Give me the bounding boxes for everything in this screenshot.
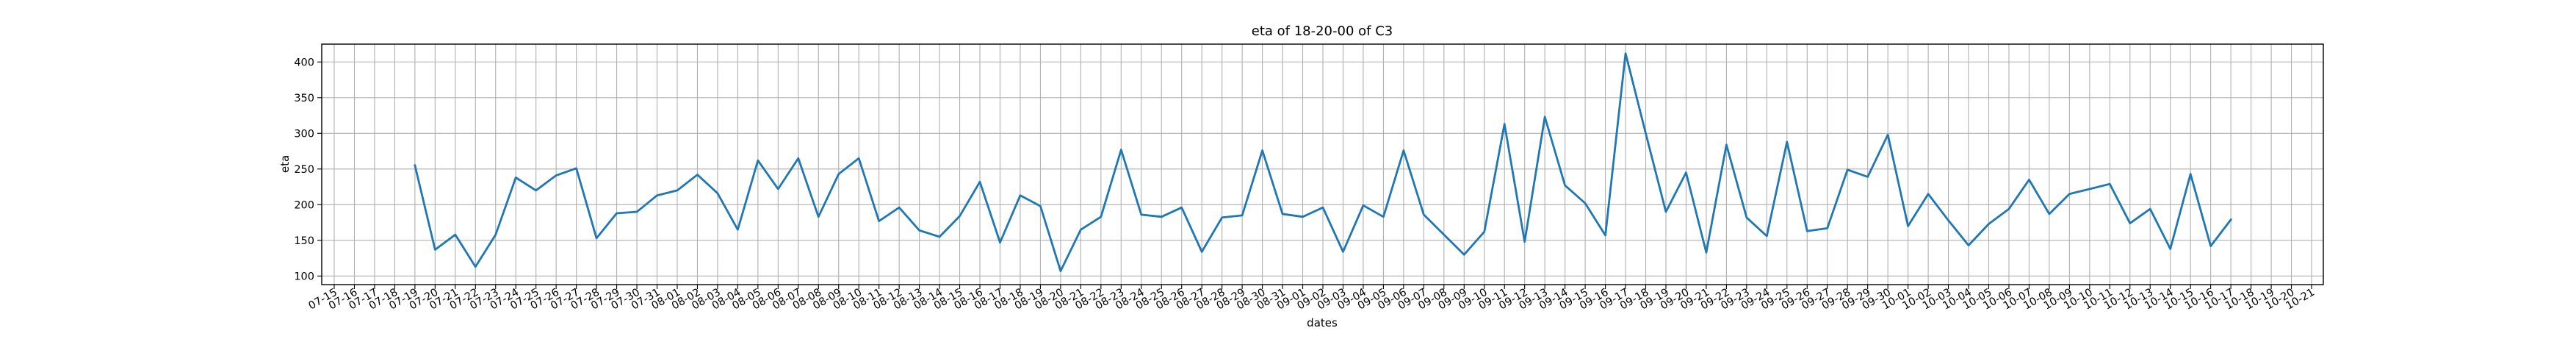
y-tick-label: 250 [294, 164, 314, 176]
y-tick-label: 400 [294, 57, 314, 68]
x-axis-label: dates [1307, 316, 1338, 329]
y-axis-label: eta [278, 155, 292, 173]
series-layer [414, 52, 2233, 272]
y-tick-label: 300 [294, 128, 314, 140]
y-tick-label: 150 [294, 235, 314, 247]
y-tick-label: 350 [294, 93, 314, 104]
grid [322, 44, 2323, 285]
plot-frame [321, 43, 2324, 285]
series-line [414, 52, 2233, 272]
chart-title: eta of 18-20-00 of C3 [1252, 24, 1393, 39]
y-tick-label: 100 [294, 271, 314, 282]
y-tick-label: 200 [294, 199, 314, 211]
